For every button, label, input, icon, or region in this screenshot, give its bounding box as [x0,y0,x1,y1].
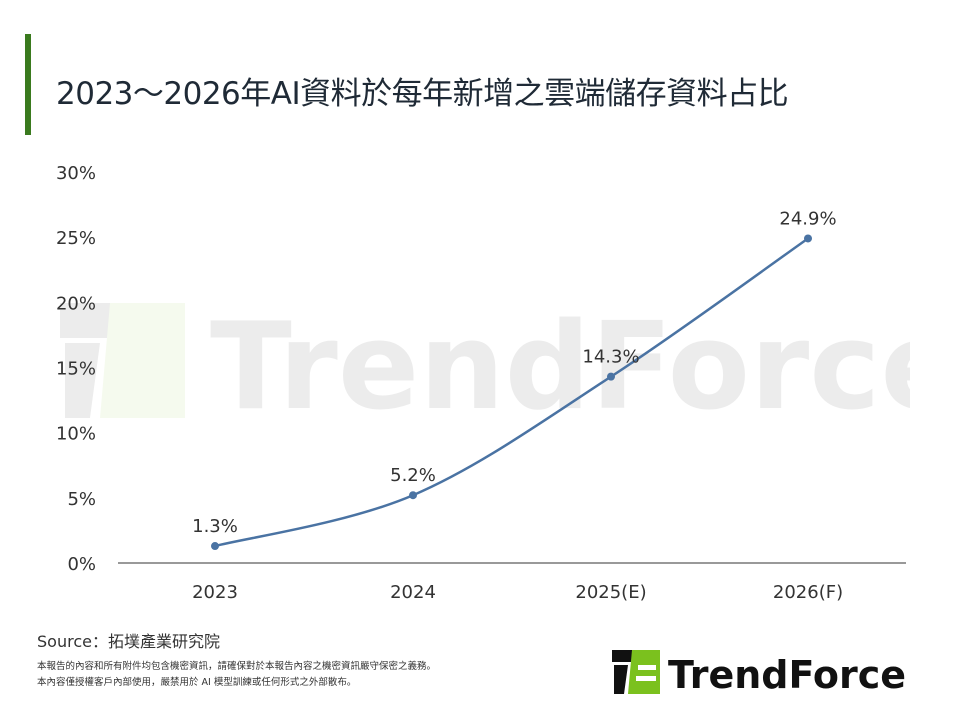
source-label: Source：拓墣產業研究院 [37,632,220,651]
watermark-logo: TrendForce [60,298,910,428]
series-line [214,237,809,548]
data-point [804,234,812,243]
data-point [607,372,615,381]
svg-text:TrendForce: TrendForce [210,298,910,428]
y-tick-label: 25% [56,228,96,249]
data-label: 5.2% [390,465,436,486]
x-tick-label: 2025(E) [575,582,646,603]
data-label: 14.3% [582,347,639,368]
y-tick-label: 20% [56,293,96,314]
y-tick-label: 15% [56,359,96,380]
data-label: 24.9% [779,208,836,229]
disclaimer-line-2: 本內容僅授權客戶內部使用，嚴禁用於 AI 模型訓練或任何形式之外部散布。 [37,677,357,688]
title-accent-bar [25,34,31,135]
y-tick-label: 10% [56,424,96,445]
svg-text:TrendForce: TrendForce [668,653,906,696]
y-tick-label: 30% [56,163,96,184]
trendforce-logo: TrendForce [612,650,906,696]
x-tick-label: 2024 [390,582,436,603]
disclaimer-line-1: 本報告的內容和所有附件均包含機密資訊，請確保對於本報告內容之機密資訊嚴守保密之義… [37,661,437,672]
data-point [409,491,417,500]
x-tick-label: 2023 [192,582,238,603]
x-tick-label: 2026(F) [773,582,843,603]
y-tick-label: 5% [67,489,96,510]
data-point [211,542,219,551]
page-title: 2023～2026年AI資料於每年新增之雲端儲存資料占比 [56,76,789,112]
y-tick-label: 0% [67,554,96,575]
data-label: 1.3% [192,516,238,537]
